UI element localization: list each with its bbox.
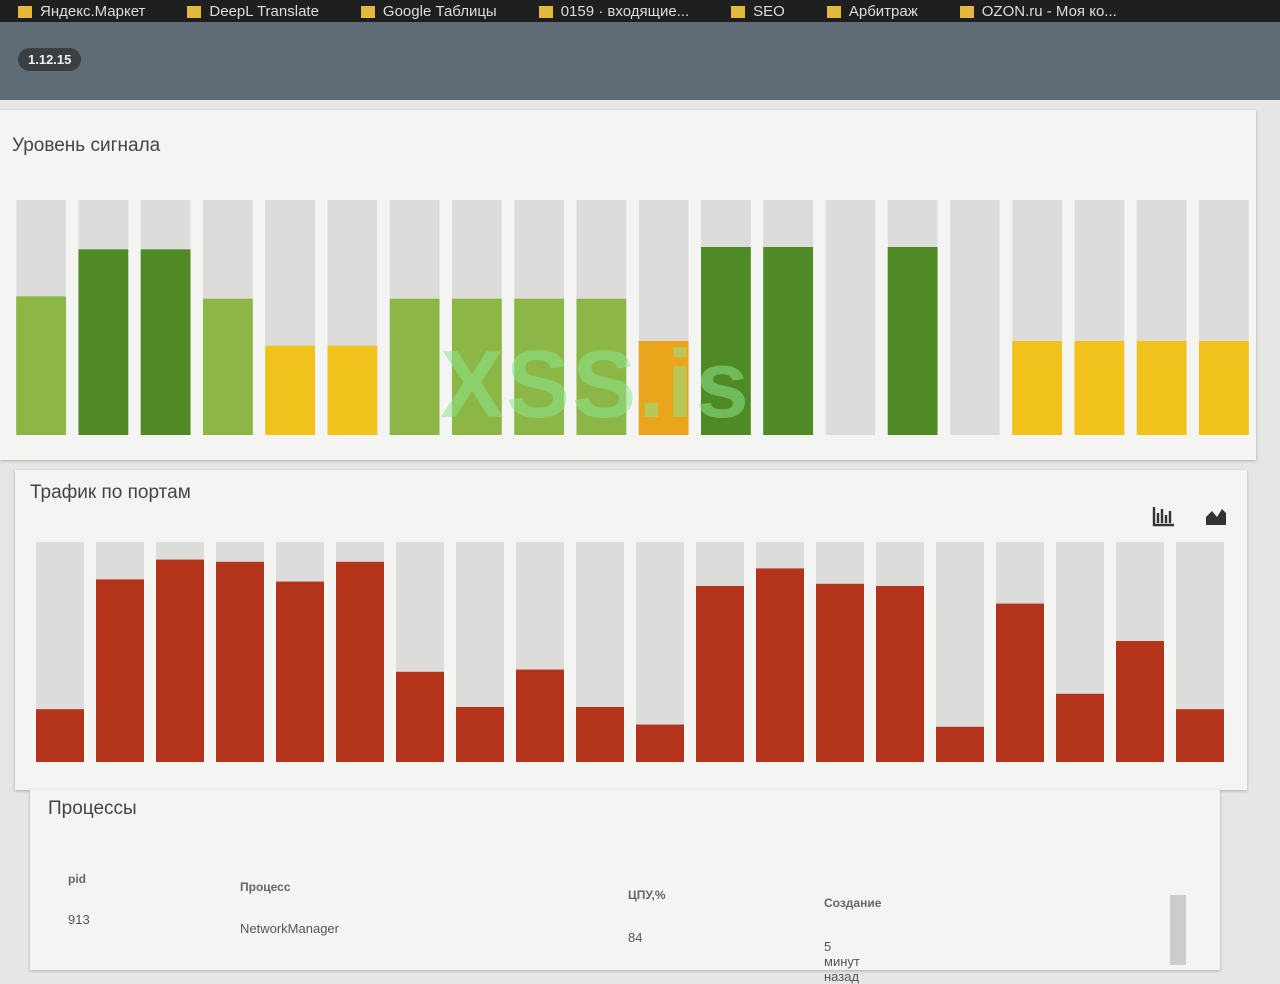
- bar: [265, 345, 316, 435]
- bookmarks-bar: Яндекс.Маркет DeepL Translate Google Табли…: [0, 0, 1280, 22]
- bar: [763, 247, 814, 435]
- bar: [996, 603, 1044, 762]
- bookmark[interactable]: Яндекс.Маркет: [18, 3, 145, 20]
- bar: [1176, 709, 1224, 762]
- bar: [36, 709, 84, 762]
- bar: [276, 581, 324, 762]
- bar: [78, 249, 129, 435]
- bar: [514, 298, 565, 435]
- bar: [327, 345, 378, 435]
- bar: [1136, 341, 1187, 435]
- bar: [96, 579, 144, 762]
- bar: [1116, 641, 1164, 762]
- table-cell: 5 минут назад: [824, 939, 860, 984]
- body: Яндекс.Маркет DeepL Translate Google Табли…: [0, 0, 1280, 960]
- bar-track: [936, 542, 984, 762]
- bar: [456, 707, 504, 762]
- bar: [876, 586, 924, 762]
- bookmark[interactable]: Google Таблицы: [361, 3, 497, 20]
- area-view-toggle[interactable]: [1204, 505, 1228, 527]
- bar: [887, 247, 938, 435]
- processes-card: [30, 790, 1220, 970]
- signal-chart: [16, 200, 1249, 435]
- card-title: Трафик по портам: [30, 482, 191, 503]
- bar: [638, 341, 689, 435]
- watermark: XSS.is: [440, 331, 751, 438]
- bar: [156, 559, 204, 762]
- bar: [451, 298, 502, 435]
- column-header: Создание: [824, 896, 882, 910]
- bar: [1074, 341, 1125, 435]
- version-badge: 1.12.15: [18, 48, 82, 71]
- bar: [1198, 341, 1249, 435]
- column-header: pid: [68, 872, 86, 886]
- bookmark[interactable]: 0159 · входящие...: [539, 3, 689, 20]
- column-header: Процесс: [240, 880, 291, 894]
- app-header: [0, 22, 1280, 100]
- bar: [576, 707, 624, 762]
- bar: [389, 298, 440, 435]
- page: Dashboard {"bookmarks": ["Яндекс.Маркет"…: [0, 0, 1280, 960]
- bar: [202, 298, 253, 435]
- bar: [1012, 341, 1063, 435]
- bar: [936, 726, 984, 762]
- bookmark[interactable]: DeepL Translate: [187, 3, 319, 20]
- table-cell: 84: [628, 930, 643, 945]
- bookmark[interactable]: OZON.ru - Моя ко...: [960, 3, 1117, 20]
- bar: [1056, 693, 1104, 762]
- bar-track: [825, 200, 876, 435]
- bar: [696, 586, 744, 762]
- column-header: ЦПУ,%: [628, 888, 666, 902]
- bar: [16, 296, 67, 435]
- table-cell: NetworkManager: [240, 921, 339, 936]
- traffic-chart: [36, 542, 1224, 762]
- bar: [756, 568, 804, 762]
- bar: [140, 249, 191, 435]
- bar: [700, 247, 751, 435]
- bookmark[interactable]: SEO: [731, 3, 785, 20]
- card-title: Процессы: [48, 798, 137, 819]
- bar: [576, 298, 627, 435]
- bar: [336, 561, 384, 762]
- bar: [216, 561, 264, 762]
- scrollbar[interactable]: [1170, 895, 1186, 965]
- bookmark[interactable]: Арбитраж: [827, 3, 918, 20]
- bar-track: [949, 200, 1000, 435]
- bar: [516, 669, 564, 762]
- bar-view-toggle[interactable]: [1152, 505, 1176, 527]
- table-cell: 913: [68, 912, 90, 927]
- bar: [816, 583, 864, 762]
- bar: [396, 671, 444, 762]
- card-title: Уровень сигнала: [12, 135, 161, 156]
- bar: [636, 724, 684, 762]
